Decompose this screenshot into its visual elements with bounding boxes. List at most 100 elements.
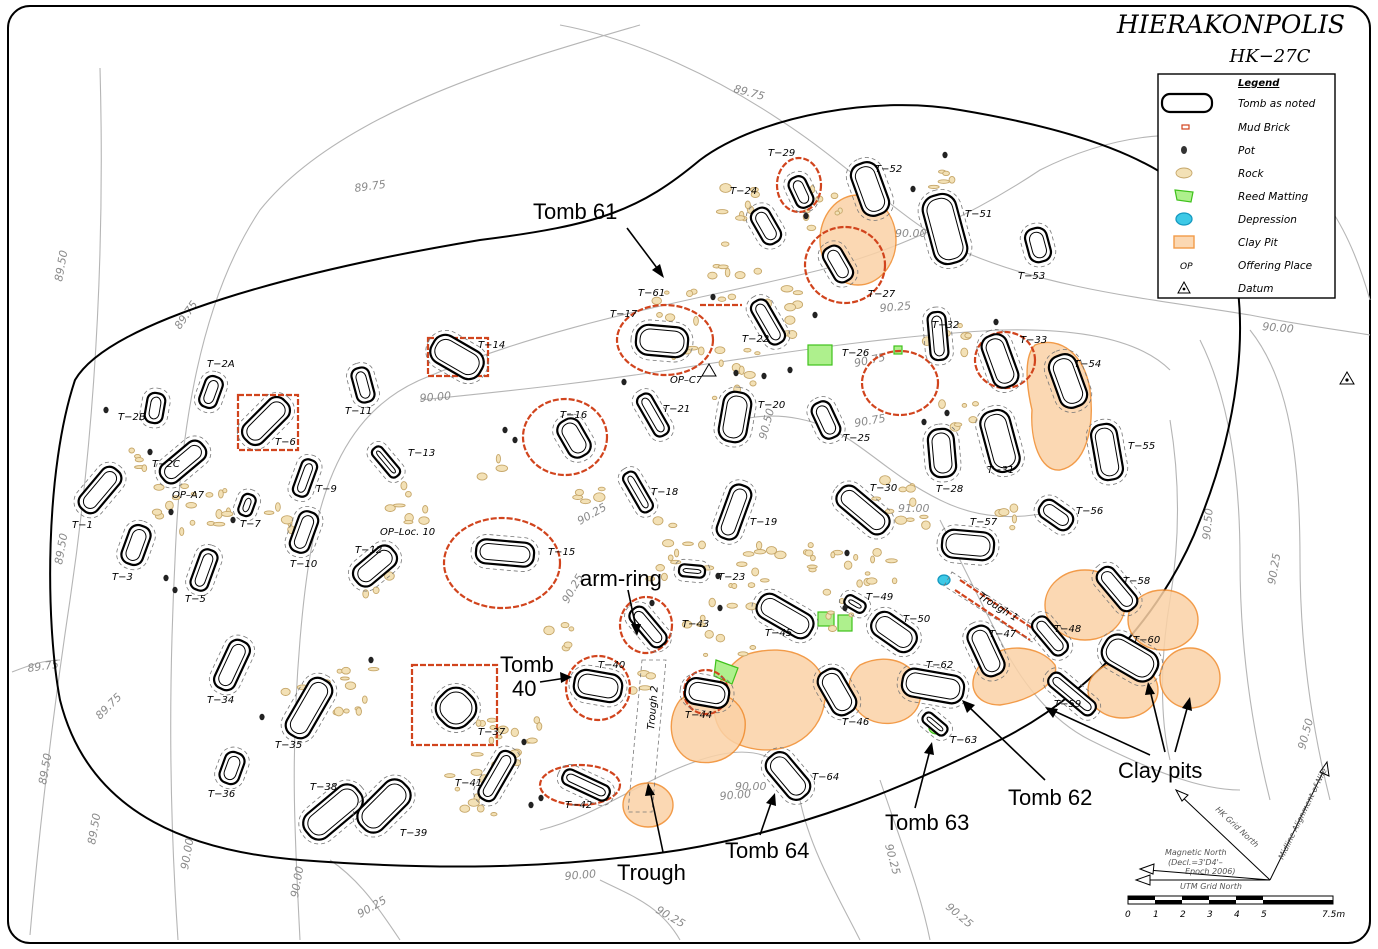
annotation-clay-pits: Clay pits <box>1118 758 1202 783</box>
scale-end-label: 7.5m <box>1322 910 1345 920</box>
contour-label: 90.00 <box>719 787 752 803</box>
tomb <box>214 746 250 790</box>
tomb <box>896 663 970 709</box>
rock <box>894 515 908 525</box>
tomb-label: T−39 <box>400 828 427 839</box>
tomb <box>1019 222 1057 268</box>
rock <box>731 583 738 589</box>
tomb-label: T−2B <box>118 412 146 423</box>
rock <box>927 184 940 189</box>
rock <box>960 347 969 358</box>
rock <box>151 508 163 516</box>
tomb <box>73 461 127 519</box>
pot <box>715 572 721 580</box>
tomb <box>845 157 895 221</box>
tomb-label: T−15 <box>548 547 575 558</box>
legend-op-symbol: OP <box>1180 262 1193 272</box>
contour-label: 89.75 <box>354 178 387 195</box>
contour-label: 90.25 <box>1265 552 1283 585</box>
tomb-label: T−41 <box>455 778 482 789</box>
tomb <box>473 745 521 807</box>
tomb-label: T−13 <box>408 448 435 459</box>
rock <box>961 403 968 408</box>
contour-label: 89.75 <box>27 658 60 675</box>
rock <box>792 290 804 296</box>
rock <box>651 296 662 305</box>
rock <box>707 271 718 280</box>
tomb <box>1085 418 1129 486</box>
rock <box>470 768 483 776</box>
rock <box>218 489 224 499</box>
pot <box>147 448 153 456</box>
rock <box>280 687 291 696</box>
pot <box>812 311 818 319</box>
tomb-label: T−57 <box>970 517 998 528</box>
contour-label: 90.25 <box>879 299 912 315</box>
legend-pot-symbol <box>1181 146 1187 154</box>
pot <box>733 369 739 377</box>
rock <box>699 614 706 622</box>
tomb <box>347 540 403 592</box>
annotation-arm-ring: arm-ring <box>580 566 662 591</box>
tomb-label: T−22 <box>742 334 769 345</box>
tomb <box>713 386 757 448</box>
tomb-label: T−52 <box>875 164 902 175</box>
tomb <box>287 453 323 503</box>
rock <box>662 539 675 548</box>
scale-tick-3: 3 <box>1207 910 1213 920</box>
legend-label-depression: Depression <box>1238 214 1297 226</box>
rock <box>696 622 706 627</box>
rock <box>280 515 294 525</box>
op-c7-label: OP–C7 <box>670 375 703 386</box>
tomb <box>975 404 1025 478</box>
rock <box>718 359 724 367</box>
rock <box>749 380 757 387</box>
rock <box>765 546 778 555</box>
datum-marker <box>701 363 1355 385</box>
rock <box>686 345 699 351</box>
tomb <box>193 370 229 414</box>
rock <box>165 500 174 511</box>
tomb-label: T−24 <box>730 186 757 197</box>
rock <box>909 497 917 507</box>
annotation-tomb-64: Tomb 64 <box>725 838 809 863</box>
annotation-tomb-63: Tomb 63 <box>885 810 969 835</box>
rock <box>476 472 488 481</box>
rock <box>467 798 480 807</box>
contour-label: 89.50 <box>52 249 70 282</box>
rock <box>735 215 746 221</box>
rock <box>830 192 839 200</box>
op-loc10-label: OP–Loc. 10 <box>380 527 435 538</box>
rock <box>367 666 380 672</box>
legend-label-pot: Pot <box>1238 145 1256 157</box>
tomb-label: T−12 <box>355 545 382 556</box>
rock <box>919 514 929 520</box>
pot <box>842 604 848 612</box>
legend-reed-symbol <box>1174 189 1194 203</box>
rock <box>884 508 895 514</box>
contour-label: 89.50 <box>52 532 70 565</box>
tomb-label: T−47 <box>989 629 1017 640</box>
rock <box>221 510 234 517</box>
rock <box>660 572 668 582</box>
north-utm-label: UTM Grid North <box>1180 882 1242 891</box>
tomb-label: T−40 <box>598 660 625 671</box>
rock <box>853 553 859 561</box>
tomb-label: T−35 <box>275 740 302 751</box>
rock <box>891 577 898 585</box>
map-title: HIERAKONPOLIS <box>1116 10 1345 39</box>
tomb <box>711 479 757 545</box>
pot <box>993 318 999 326</box>
rock <box>263 510 275 515</box>
tomb <box>679 672 735 714</box>
tomb <box>346 362 380 408</box>
contour-label: 91.00 <box>898 502 930 515</box>
rock <box>871 496 882 501</box>
tomb-label: T−43 <box>682 619 709 630</box>
rock <box>476 804 485 813</box>
rock <box>560 622 570 629</box>
rock <box>444 773 456 778</box>
rock <box>510 727 519 738</box>
legend-datum-symbol <box>1177 280 1191 294</box>
pot <box>944 409 950 417</box>
